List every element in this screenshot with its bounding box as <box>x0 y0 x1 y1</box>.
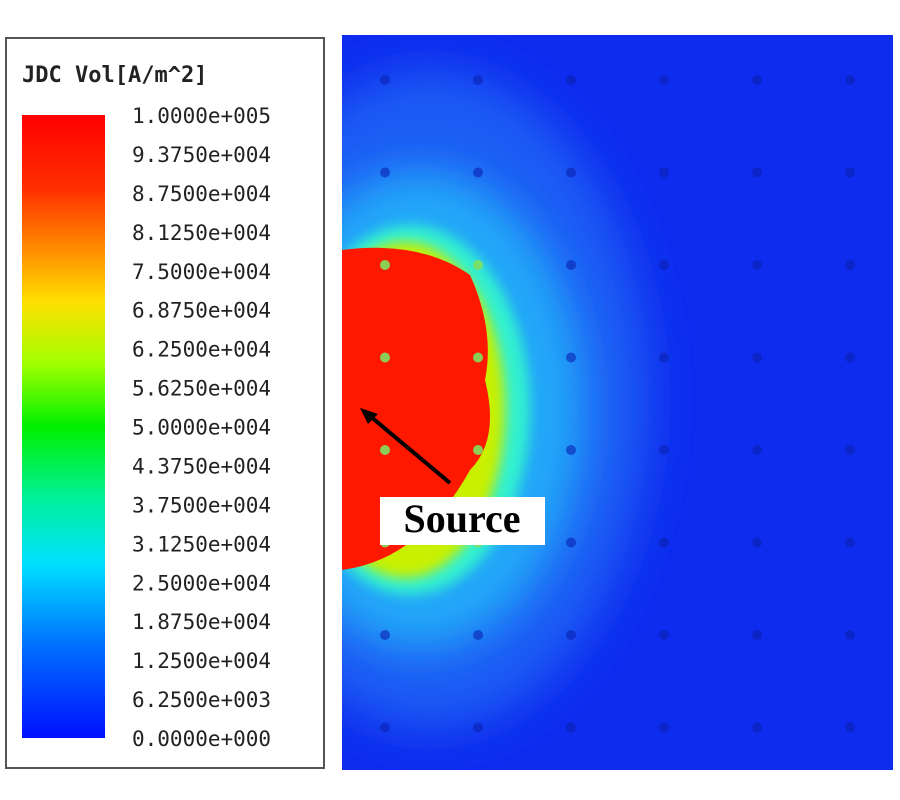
via-dot <box>473 167 483 178</box>
via-dot <box>659 260 669 270</box>
via-dot <box>845 167 855 178</box>
legend-label: 0.0000e+000 <box>132 727 271 751</box>
legend-label: 2.5000e+004 <box>132 571 271 595</box>
via-dot <box>566 722 576 733</box>
via-dot <box>566 630 576 640</box>
via-dot <box>752 352 762 363</box>
via-dot <box>473 75 483 85</box>
via-dot <box>659 75 669 85</box>
color-bar <box>22 115 105 738</box>
field-core <box>342 247 490 570</box>
via-dot <box>659 722 669 733</box>
legend-label: 5.0000e+004 <box>132 416 271 440</box>
arrow-head <box>360 408 378 424</box>
via-dot <box>380 630 390 640</box>
via-dot <box>845 722 855 733</box>
via-dot <box>845 630 855 640</box>
legend-label: 1.0000e+005 <box>132 104 271 128</box>
legend-label: 7.5000e+004 <box>132 260 271 284</box>
via-dot <box>659 352 669 363</box>
via-dot <box>566 537 576 548</box>
via-dot <box>845 445 855 455</box>
via-dot <box>566 352 576 363</box>
legend-label: 3.7500e+004 <box>132 493 271 517</box>
legend-label: 8.7500e+004 <box>132 182 271 206</box>
via-dot <box>752 260 762 270</box>
via-dot <box>659 167 669 178</box>
via-dot <box>752 167 762 178</box>
arrow <box>368 414 452 485</box>
via-dot <box>380 352 390 363</box>
legend-label: 6.2500e+004 <box>132 338 271 362</box>
via-dot <box>473 445 483 455</box>
legend-label: 3.1250e+004 <box>132 532 271 556</box>
legend-label: 1.8750e+004 <box>132 610 271 634</box>
legend-title: JDC Vol[A/m^2] <box>22 63 207 88</box>
annotation-box <box>380 497 545 545</box>
legend-labels: 1.0000e+005 9.3750e+004 8.7500e+004 8.1250e… <box>132 104 271 751</box>
legend-label: 9.3750e+004 <box>132 143 271 167</box>
via-dot <box>845 75 855 85</box>
via-dot <box>752 630 762 640</box>
via-dot <box>845 537 855 548</box>
via-dot <box>845 260 855 270</box>
via-dot <box>473 630 483 640</box>
via-dot <box>752 75 762 85</box>
annotation-label: Source <box>403 496 520 541</box>
via-dot <box>659 445 669 455</box>
legend-label: 1.2500e+004 <box>132 649 271 673</box>
via-dot <box>380 75 390 85</box>
via-dot <box>566 167 576 178</box>
via-dot <box>659 630 669 640</box>
via-dot <box>473 722 483 733</box>
via-dot <box>566 260 576 270</box>
via-dot <box>659 537 669 548</box>
via-dot <box>380 167 390 178</box>
via-dot <box>473 352 483 363</box>
legend-label: 6.2500e+003 <box>132 688 271 712</box>
legend-label: 4.3750e+004 <box>132 454 271 478</box>
via-dots <box>380 75 855 733</box>
via-dot <box>380 260 390 270</box>
via-dot <box>752 722 762 733</box>
via-dot <box>752 445 762 455</box>
legend-label: 5.6250e+004 <box>132 377 271 401</box>
via-dot <box>566 75 576 85</box>
legend-label: 8.1250e+004 <box>132 221 271 245</box>
via-dot <box>380 722 390 733</box>
via-dot <box>473 260 483 270</box>
via-dot <box>845 352 855 363</box>
via-dot <box>380 445 390 455</box>
via-dot <box>752 537 762 548</box>
via-dot <box>566 445 576 455</box>
legend-label: 6.8750e+004 <box>132 299 271 323</box>
